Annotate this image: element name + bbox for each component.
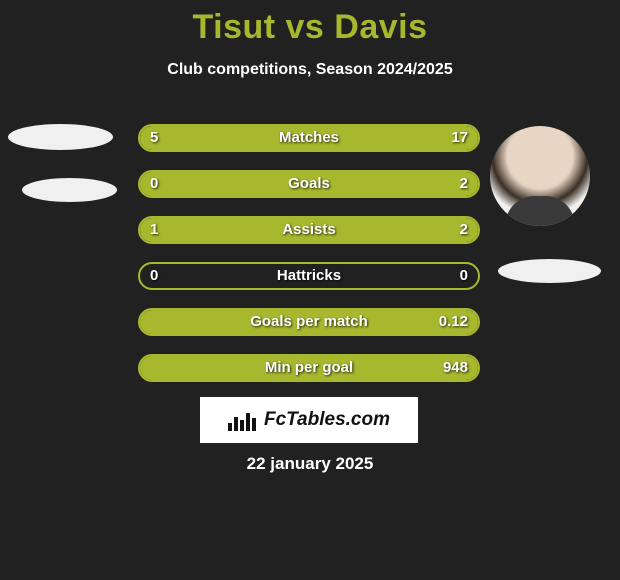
left-placeholder-2 (22, 178, 117, 202)
stat-label: Goals per match (138, 308, 480, 336)
stat-row: 948Min per goal (138, 354, 480, 382)
stat-label: Hattricks (138, 262, 480, 290)
stat-label: Matches (138, 124, 480, 152)
brand-badge: FcTables.com (200, 397, 418, 443)
brand-bars-icon (228, 409, 256, 431)
subtitle: Club competitions, Season 2024/2025 (0, 61, 620, 79)
stat-row: 517Matches (138, 124, 480, 152)
brand-text: FcTables.com (264, 409, 390, 431)
stat-row: 00Hattricks (138, 262, 480, 290)
stat-label: Min per goal (138, 354, 480, 382)
stat-row: 0.12Goals per match (138, 308, 480, 336)
comparison-card: Tisut vs Davis Club competitions, Season… (0, 0, 620, 580)
stat-row: 02Goals (138, 170, 480, 198)
player-avatar-right (490, 126, 590, 226)
stat-row: 12Assists (138, 216, 480, 244)
right-placeholder (498, 259, 601, 283)
page-title: Tisut vs Davis (0, 0, 620, 47)
stat-label: Goals (138, 170, 480, 198)
stat-label: Assists (138, 216, 480, 244)
date-label: 22 january 2025 (0, 454, 620, 474)
left-placeholder-1 (8, 124, 113, 150)
stat-bars: 517Matches 02Goals 12Assists 00Hattricks 0.1… (138, 124, 480, 400)
